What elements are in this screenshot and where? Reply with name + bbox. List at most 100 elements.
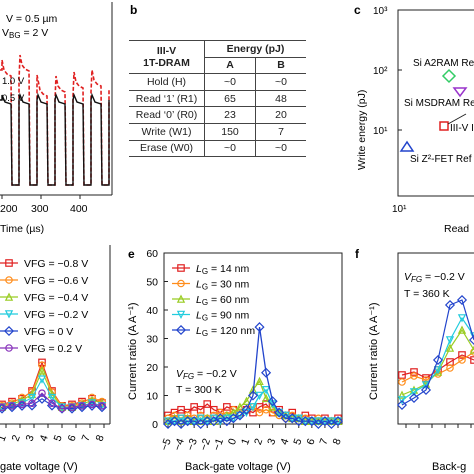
panel-f-point bbox=[398, 378, 406, 386]
panel-c-ylabel: Write energy (pJ) bbox=[356, 90, 368, 170]
panel-f-label: f bbox=[355, 247, 360, 261]
panel-e-data-point bbox=[189, 416, 200, 427]
panel-c-ytick-label: 10² bbox=[373, 66, 388, 77]
panel-f-series bbox=[401, 316, 474, 401]
panel-e-xtick-label: 6 bbox=[304, 437, 317, 447]
panel-e-ytick-label: 10 bbox=[146, 391, 158, 403]
panel-e-xtick-label: 8 bbox=[331, 437, 344, 447]
panel-e-legend-marker bbox=[177, 279, 185, 288]
panel-e-label: e bbox=[128, 247, 135, 261]
table-cell-a: 150 bbox=[204, 122, 256, 141]
panel-d: VFG = −0.8 V VFG = −0.6 V VFG = −0.4 V VFG … bbox=[0, 245, 111, 473]
table-cell-b: 20 bbox=[255, 106, 306, 124]
panel-d-xtick-label: 4 bbox=[38, 433, 51, 443]
panel-e-frame bbox=[163, 252, 343, 425]
panel-d-xlabel: gate voltage (V) bbox=[0, 461, 78, 473]
table-cell-op: Write (W1) bbox=[129, 122, 205, 141]
panel-d-point bbox=[8, 401, 16, 410]
panel-e-data-point bbox=[169, 416, 180, 427]
panel-d-point bbox=[98, 401, 106, 410]
panel-d-xtick-label: 6 bbox=[66, 433, 79, 443]
panel-e-data-point bbox=[300, 416, 311, 427]
panel-e-legend-label: LG = 120 nm bbox=[196, 325, 255, 338]
panel-d-point bbox=[48, 399, 56, 408]
panel-e-data-point bbox=[255, 376, 264, 386]
panel-a-black-trace bbox=[0, 92, 110, 186]
panel-d-legend-label: VFG = −0.4 V bbox=[24, 292, 88, 304]
table-cell-op: Read ‘0’ (R0) bbox=[129, 106, 205, 124]
panel-a-xlabel: Time (µs) bbox=[0, 223, 44, 235]
panel-a-annotation-1: V = 0.5 µm bbox=[6, 13, 58, 25]
panel-e-data-point bbox=[274, 408, 284, 418]
panel-f-point bbox=[458, 351, 466, 359]
panel-e-data-point bbox=[242, 396, 251, 405]
marker-iiiv bbox=[439, 121, 449, 131]
panel-f-point bbox=[445, 343, 455, 352]
table-cell-a: ~0 bbox=[204, 139, 256, 158]
table-row: Erase (W0) ~0 ~0 bbox=[129, 139, 306, 158]
panel-c-frame bbox=[397, 9, 474, 197]
panel-c-label: c bbox=[354, 3, 361, 17]
panel-d-xtick-label: 3 bbox=[24, 433, 37, 443]
panel-e-xtick-label: 0 bbox=[226, 437, 239, 447]
panel-d-point bbox=[88, 400, 96, 409]
panel-f-point bbox=[408, 392, 420, 404]
panel-d-legend-marker bbox=[5, 344, 13, 352]
panel-e-data-point bbox=[176, 414, 186, 423]
energy-table: III-V 1T-DRAM Energy (pJ) A B Hold (H) ~0… bbox=[129, 39, 306, 158]
panel-f-point bbox=[445, 336, 455, 345]
table-row: Read ‘0’ (R0) 23 20 bbox=[129, 106, 306, 124]
panel-e-legend-marker bbox=[176, 310, 186, 320]
panel-f-point bbox=[409, 388, 419, 397]
panel-f-point bbox=[469, 345, 474, 354]
panel-e-xtick-label: −3 bbox=[185, 437, 200, 453]
panel-f-frame bbox=[397, 252, 474, 425]
panel-b-label: b bbox=[130, 3, 137, 17]
panel-e-data-point bbox=[162, 418, 174, 430]
table-row: Read ‘1’ (R1) 65 48 bbox=[129, 89, 306, 108]
panel-e-data-point bbox=[280, 413, 291, 424]
panel-e-data-point bbox=[287, 413, 298, 424]
panel-e-data-point bbox=[202, 416, 213, 427]
panel-c: c 10³ 10² 10¹ 10¹ Read Write energy (pJ)… bbox=[354, 3, 474, 235]
marker-z2fet bbox=[399, 140, 415, 152]
panel-c-xtick-label: 10¹ bbox=[392, 204, 407, 215]
panel-d-point bbox=[37, 375, 47, 384]
panel-f-point bbox=[410, 368, 418, 376]
panel-f-point bbox=[456, 294, 468, 306]
table-header-energy: Energy (pJ) bbox=[204, 40, 306, 58]
panel-e-xtick-label: 3 bbox=[265, 437, 278, 447]
panel-e-xtick-label: −4 bbox=[172, 437, 187, 453]
panel-d-legend-marker bbox=[4, 310, 14, 319]
panel-a-xtick-400: 400 bbox=[70, 203, 88, 215]
panel-f-point bbox=[458, 356, 466, 364]
panel-e-ytick-label: 30 bbox=[146, 334, 158, 346]
panel-e-ytick-label: 20 bbox=[146, 362, 158, 374]
panel-e-data-point bbox=[261, 386, 271, 395]
panel-e-xtick-label: 4 bbox=[278, 437, 291, 447]
panel-e-data-point bbox=[241, 404, 252, 415]
panel-d-point bbox=[58, 404, 66, 413]
panel-a-xtick-300: 300 bbox=[31, 203, 49, 215]
panel-d-point bbox=[27, 393, 37, 403]
panel-e-data-point bbox=[208, 416, 219, 427]
panel-d-legend-marker bbox=[5, 259, 13, 267]
panel-e-data-point bbox=[261, 393, 271, 403]
panel-c-ytick-label: 10¹ bbox=[373, 126, 388, 137]
panel-e-xtick-label: 1 bbox=[239, 437, 252, 447]
table-cell-op: Erase (W0) bbox=[129, 139, 205, 158]
panel-e-xtick-label: −1 bbox=[211, 437, 226, 453]
table-header-device: III-V 1T-DRAM bbox=[129, 39, 205, 75]
panel-e-data-point bbox=[235, 402, 245, 411]
panel-f: f Current ratio (A A⁻¹) VFG = −0.2 V T =… bbox=[355, 247, 474, 473]
panel-d-point bbox=[38, 389, 46, 398]
panel-f-annotation-t: T = 360 K bbox=[404, 288, 450, 300]
panel-e-data-point bbox=[319, 416, 330, 427]
panel-d-point bbox=[78, 401, 86, 410]
panel-e-data-point bbox=[195, 418, 206, 430]
panel-f-point bbox=[410, 372, 418, 380]
panel-e-data-point bbox=[221, 416, 232, 427]
panel-e-legend-label: LG = 14 nm bbox=[196, 263, 249, 276]
panel-e-data-point bbox=[248, 403, 258, 412]
table-cell-a: ~0 bbox=[204, 73, 256, 91]
